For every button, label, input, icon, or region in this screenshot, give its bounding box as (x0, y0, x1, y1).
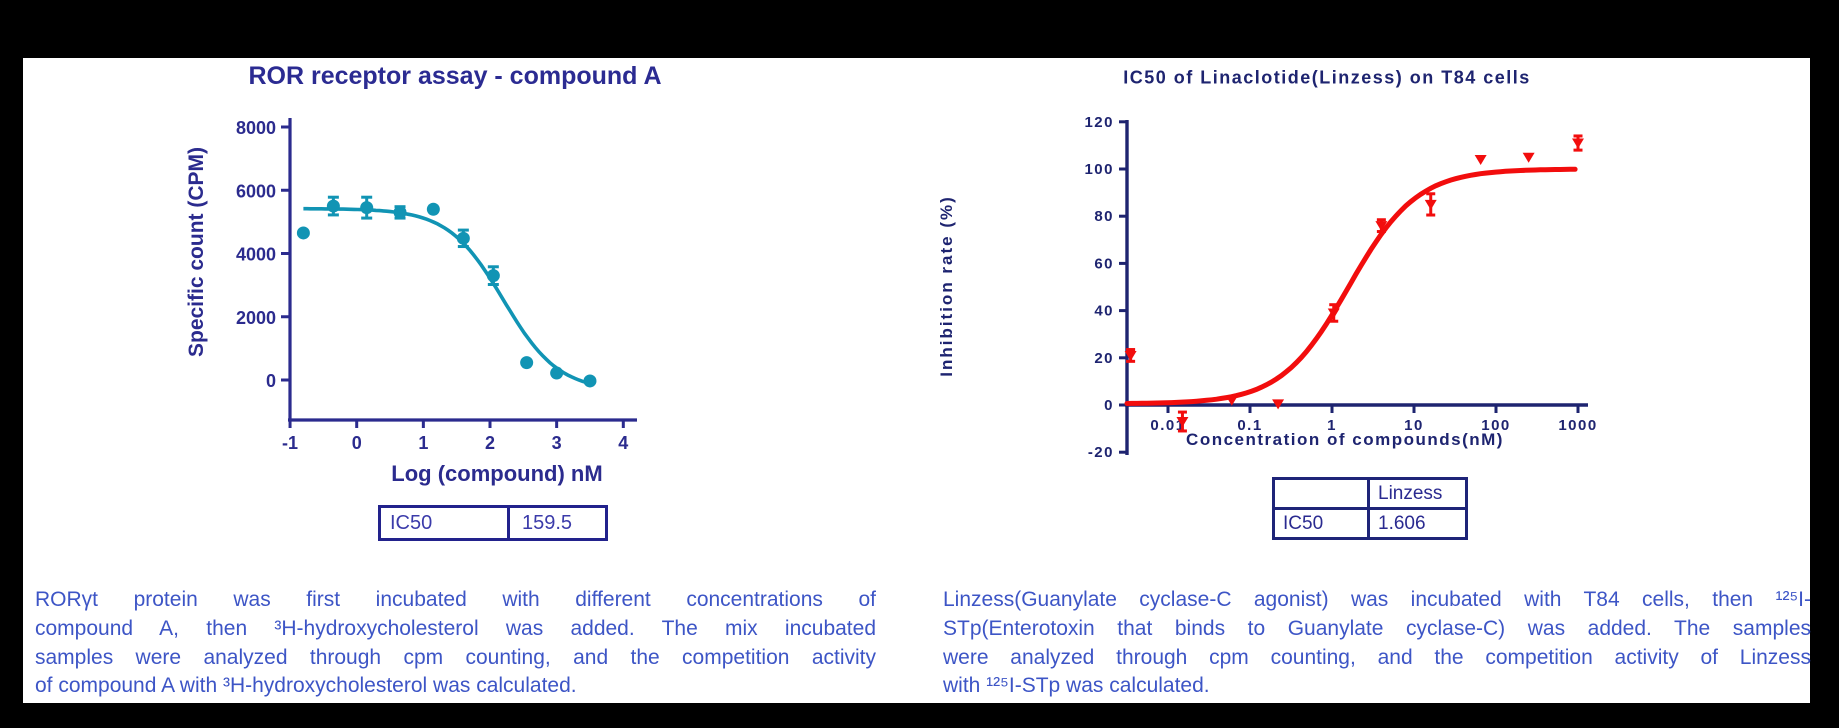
right-chart-x-axis-label: Concentration of compounds(nM) (1186, 430, 1504, 449)
left-caption: RORγt protein was first incubated with d… (35, 586, 876, 701)
caption-line: RORγt protein was first incubated with d… (35, 588, 876, 611)
caption-line: compound A, then ³H-hydroxycholesterol w… (35, 616, 876, 640)
left-chart-title: ROR receptor assay - compound A (248, 62, 662, 90)
table-header-linzess: Linzess (1370, 480, 1465, 510)
right-caption: Linzess(Guanylate cyclase-C agonist) was… (943, 586, 1811, 701)
left-chart-x-axis-label: Log (compound) nM (391, 461, 603, 486)
left-chart-y-axis-label: Specific count (CPM) (185, 146, 208, 358)
right-ic50-table: Linzess IC50 1.606 (1272, 477, 1468, 540)
caption-line: of compound A with ³H-hydroxycholesterol… (35, 674, 577, 698)
caption-line: were analyzed through cpm counting, and … (943, 645, 1811, 669)
right-chart-title: IC50 of Linaclotide(Linzess) on T84 cell… (1123, 67, 1531, 88)
caption-line: Linzess(Guanylate cyclase-C agonist) was… (943, 588, 1811, 611)
caption-line: samples were analyzed through cpm counti… (35, 645, 876, 669)
table-corner-cell (1275, 480, 1370, 510)
ic50-value-cell: 159.5 (522, 512, 573, 534)
left-ic50-table: IC50 159.5 (378, 505, 608, 541)
ic50-label-cell: IC50 (1275, 510, 1370, 537)
ic50-label-cell: IC50 (381, 508, 510, 538)
ic50-value-cell: 1.606 (1378, 513, 1426, 534)
right-chart-y-axis-label: Inhibition rate (%) (937, 195, 956, 377)
caption-line: with ¹²⁵I-STp was calculated. (943, 674, 1210, 698)
caption-line: STp(Enterotoxin that binds to Guanylate … (943, 616, 1811, 640)
